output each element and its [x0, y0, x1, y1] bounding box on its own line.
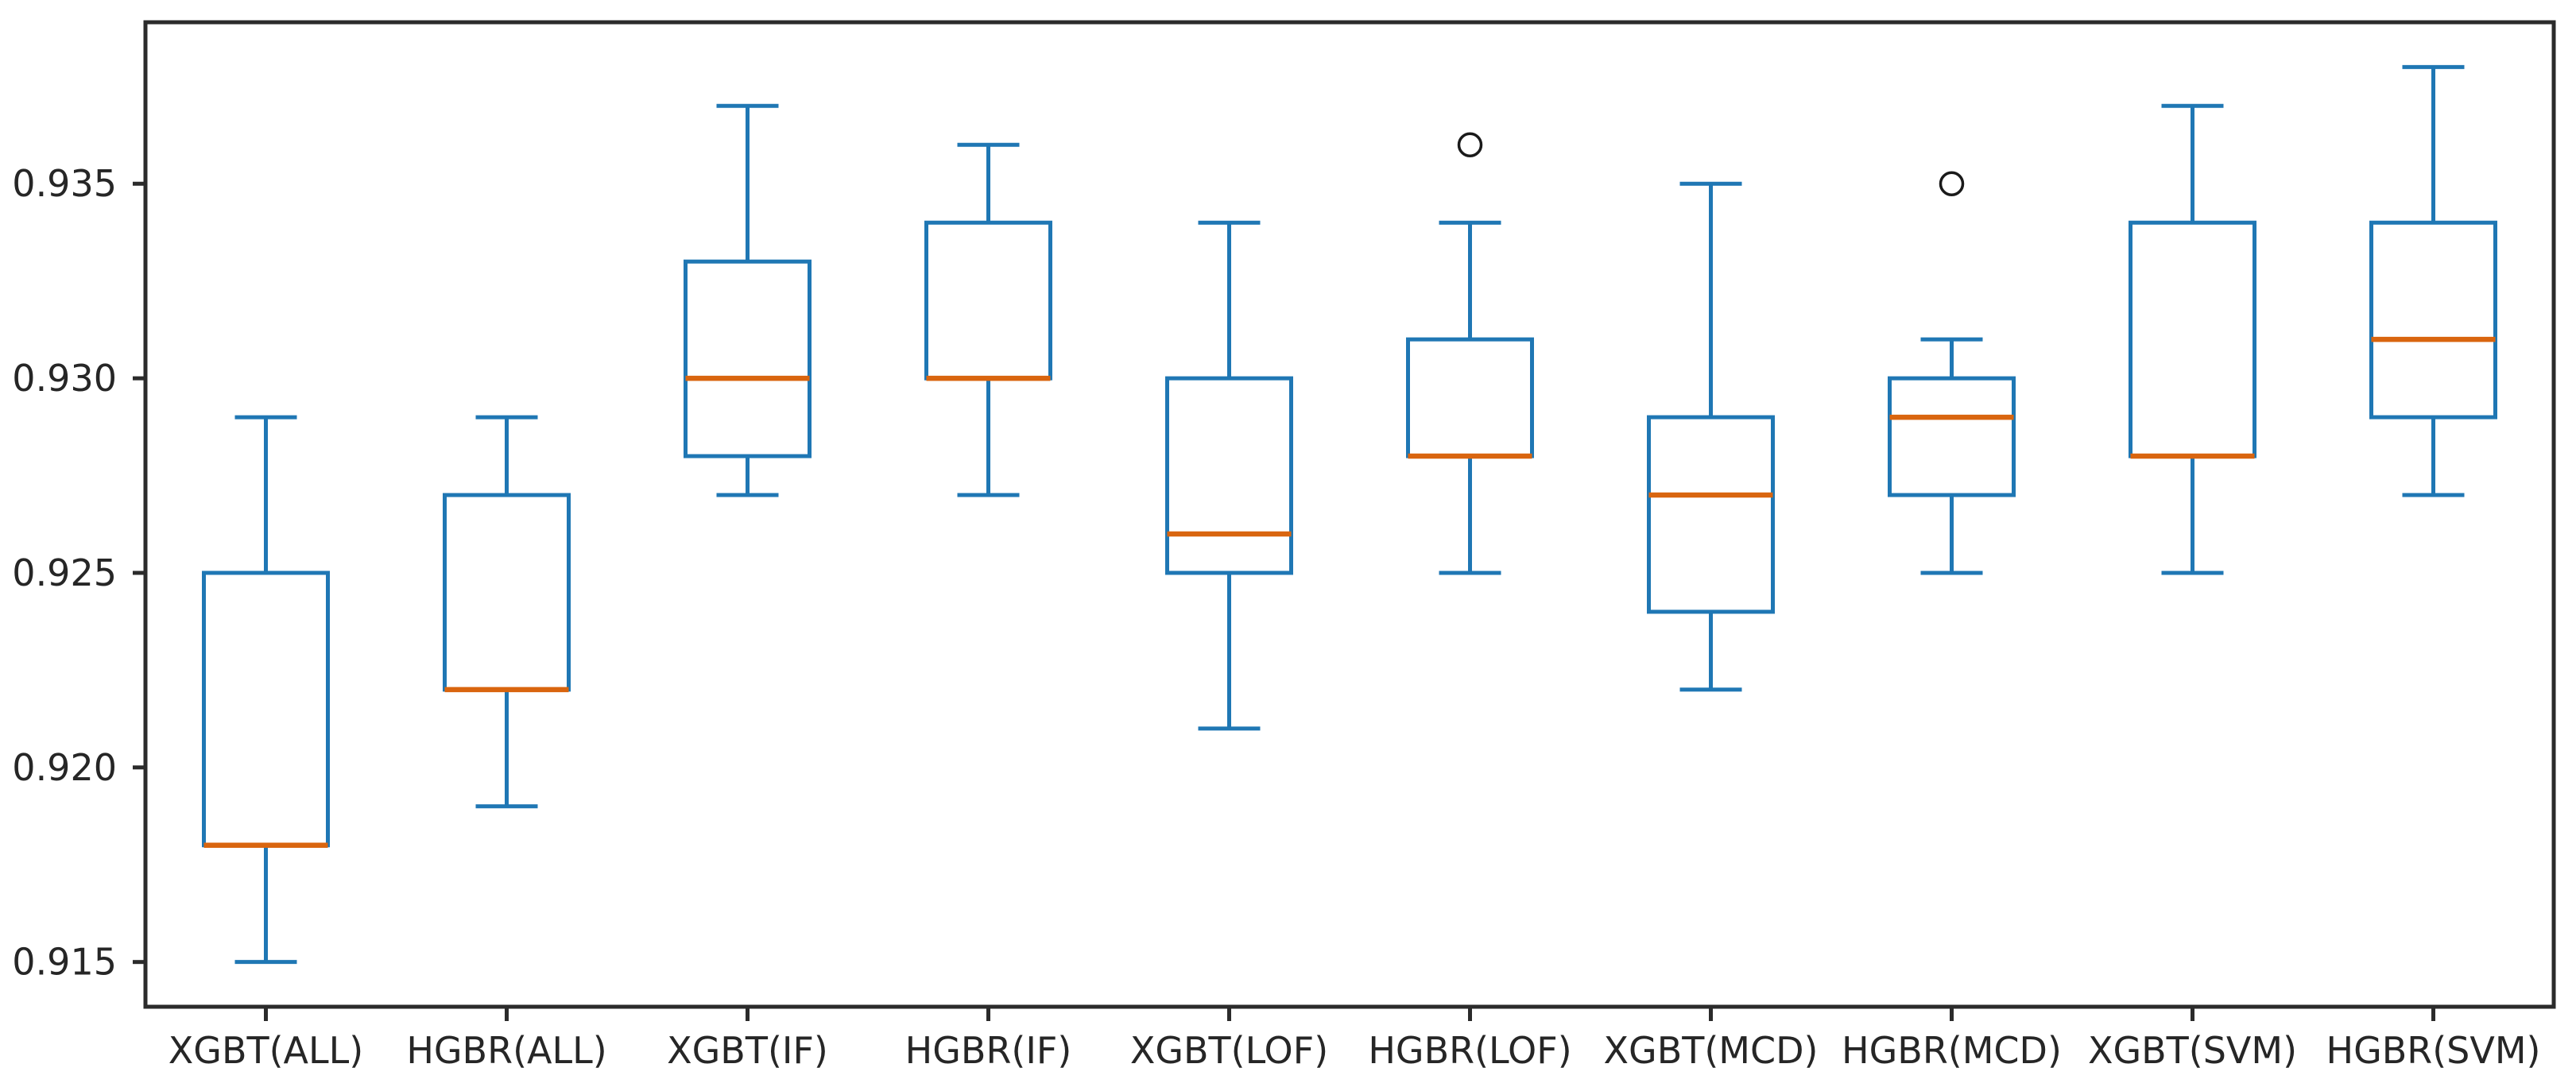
iqr-box — [1165, 376, 1293, 575]
outlier-marker — [1457, 132, 1483, 158]
x-tick-label: XGBT(IF) — [667, 1029, 828, 1072]
iqr-box — [2369, 220, 2497, 420]
outlier-marker — [1939, 171, 1965, 196]
iqr-box — [684, 259, 812, 458]
y-tick-label: 0.920 — [12, 746, 117, 789]
x-tick-label: HGBR(MCD) — [1842, 1029, 2062, 1072]
x-tick-label: HGBR(ALL) — [406, 1029, 606, 1072]
iqr-box — [443, 493, 571, 692]
x-tick-label: HGBR(IF) — [905, 1029, 1072, 1072]
iqr-box — [1888, 376, 2016, 497]
x-tick-label: XGBT(SVM) — [2088, 1029, 2297, 1072]
iqr-box — [1406, 337, 1534, 458]
x-tick-label: XGBT(ALL) — [169, 1029, 363, 1072]
y-tick-label: 0.915 — [12, 941, 117, 984]
y-tick-label: 0.925 — [12, 551, 117, 594]
iqr-box — [202, 571, 330, 848]
iqr-box — [2129, 220, 2256, 458]
axes-frame — [143, 20, 2556, 1009]
y-tick-label: 0.935 — [12, 162, 117, 205]
x-tick-label: HGBR(SVM) — [2326, 1029, 2540, 1072]
iqr-box — [1647, 415, 1775, 614]
x-tick-label: XGBT(LOF) — [1130, 1029, 1328, 1072]
y-tick-label: 0.930 — [12, 357, 117, 400]
iqr-box — [924, 220, 1052, 381]
x-tick-label: XGBT(MCD) — [1604, 1029, 1819, 1072]
x-tick-label: HGBR(LOF) — [1368, 1029, 1571, 1072]
